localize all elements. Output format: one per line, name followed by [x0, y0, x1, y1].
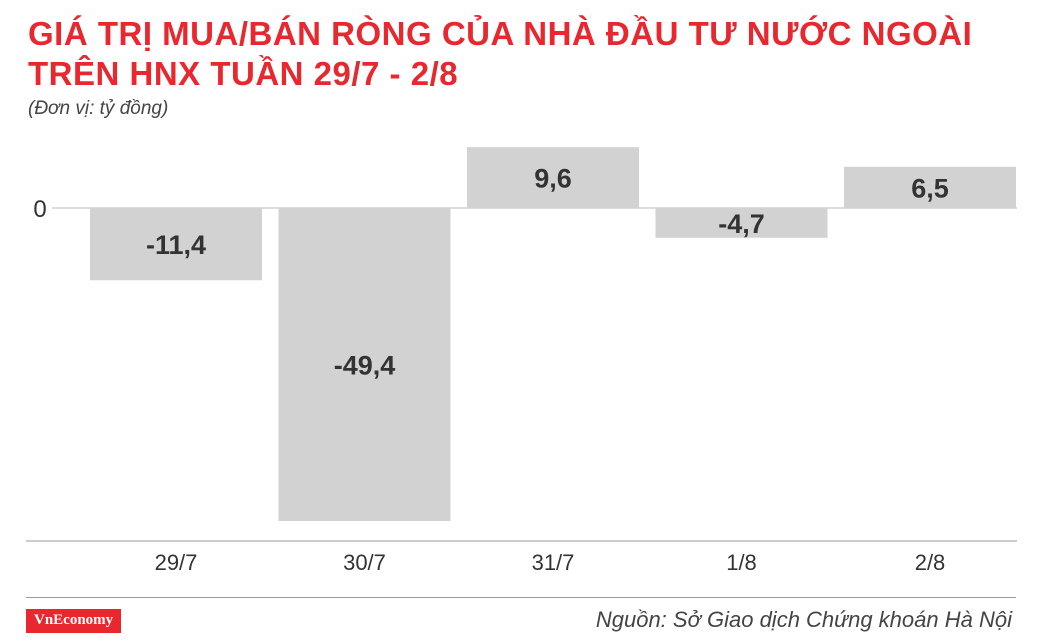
footer-divider [26, 597, 1016, 598]
data-label: 6,5 [911, 173, 949, 203]
y-tick-label: 0 [33, 196, 46, 223]
data-label: -4,7 [718, 209, 765, 239]
bar [90, 208, 262, 281]
data-label: 9,6 [534, 164, 572, 194]
x-tick-label: 29/7 [155, 550, 198, 575]
chart-title-line-1: GIÁ TRỊ MUA/BÁN RÒNG CỦA NHÀ ĐẦU TƯ NƯỚC… [28, 15, 973, 52]
bar [844, 166, 1016, 208]
vneconomy-logo: VnEconomy [26, 609, 122, 633]
x-tick-label: 30/7 [343, 550, 386, 575]
chart-title-line-2: TRÊN HNX TUẦN 29/7 - 2/8 [28, 55, 459, 92]
source-note: Nguồn: Sở Giao dịch Chứng khoán Hà Nội [595, 607, 1012, 632]
data-label: -49,4 [334, 351, 396, 381]
chart-title: GIÁ TRỊ MUA/BÁN RÒNG CỦA NHÀ ĐẦU TƯ NƯỚC… [28, 14, 972, 94]
unit-label: (Đơn vị: tỷ đồng) [28, 98, 169, 119]
x-tick-label: 31/7 [532, 550, 575, 575]
bar [278, 208, 451, 521]
data-label: -11,4 [146, 230, 206, 260]
x-tick-label: 2/8 [915, 550, 946, 575]
x-tick-label: 1/8 [726, 550, 757, 575]
bar [467, 147, 639, 208]
bar [655, 208, 828, 238]
